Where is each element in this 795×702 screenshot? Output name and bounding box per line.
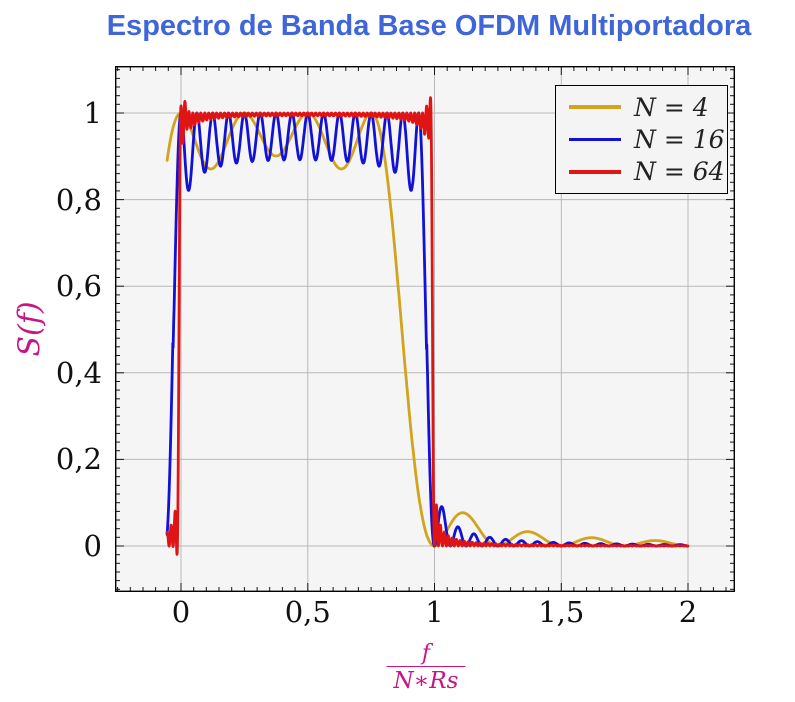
legend-line-swatch: [569, 137, 621, 142]
legend-entry: N = 64: [569, 159, 727, 184]
x-label-denominator: N∗Rs: [386, 666, 466, 696]
x-tick-label: 0,5: [284, 595, 331, 629]
y-tick-label: 1: [83, 96, 102, 130]
series-N4: [165, 111, 690, 548]
legend-entry: N = 4: [569, 95, 727, 120]
x-axis-label: f N∗Rs: [386, 641, 466, 696]
y-axis-label: S(f): [12, 301, 48, 357]
y-tick-label: 0,2: [55, 442, 102, 477]
chart-title: Espectro de Banda Base OFDM Multiportado…: [106, 10, 752, 42]
legend-entry: N = 16: [569, 127, 727, 152]
series-N16: [165, 111, 690, 548]
y-tick-label: 0: [83, 529, 102, 563]
legend-label: N = 4: [634, 92, 709, 122]
plot-border: [115, 66, 735, 592]
y-tick-label: 0,4: [55, 355, 102, 390]
legend-line-swatch: [569, 105, 621, 109]
x-tick-label: 2: [678, 595, 698, 629]
x-label-numerator: f: [421, 641, 431, 666]
y-tick-label: 0,6: [55, 269, 102, 304]
legend-label: N = 64: [634, 157, 725, 187]
y-tick-label: 0,8: [55, 182, 102, 217]
legend-line-swatch: [569, 170, 621, 174]
legend: N = 4 N = 16 N = 64: [555, 85, 728, 194]
x-tick-label: 1,5: [538, 595, 585, 629]
series-N64: [165, 96, 690, 556]
x-tick-label: 1: [425, 595, 444, 629]
legend-label: N = 16: [634, 124, 725, 154]
x-tick-label: 0: [171, 595, 191, 629]
